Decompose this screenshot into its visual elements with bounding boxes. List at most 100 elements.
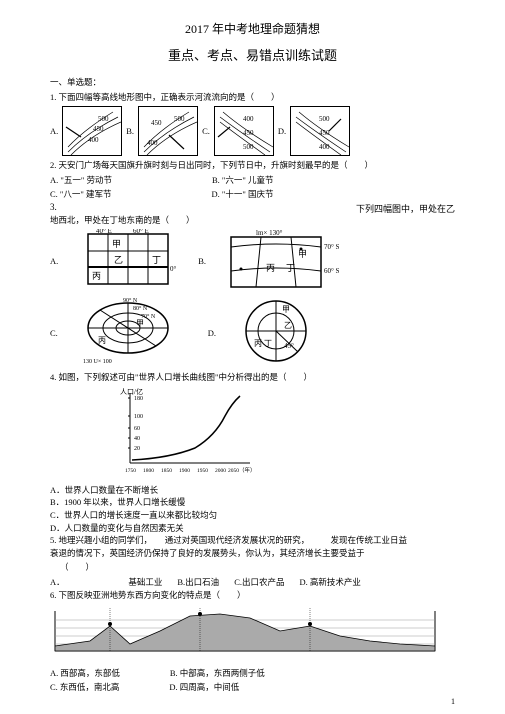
q5-opt-c: C.出口农产品 (234, 576, 284, 588)
q3-stem-b: 下列四幅图中，甲处在乙 (356, 202, 455, 215)
svg-text:400: 400 (147, 139, 158, 147)
svg-text:60: 60 (134, 426, 140, 432)
svg-text:450: 450 (93, 125, 104, 133)
q4-opt-a: A．世界人口数量在不断增长 (50, 484, 455, 497)
q3-diagram-c: 90° N 80° N 70° N 甲 丙 130 U× 100 (78, 298, 188, 368)
q4-stem: 4. 如图，下列叙述可由"世界人口增长曲线图"中分析得出的是（ ） (50, 372, 455, 384)
q1-stem: 1. 下面四幅等高线地形图中，正确表示河流流向的是（ ） (50, 92, 455, 104)
svg-text:0°: 0° (170, 265, 177, 273)
q5-opt-a: A． 基础工业 (50, 576, 162, 588)
svg-text:500: 500 (243, 143, 254, 151)
q4-opt-b: B．1900 年以来，世界人口增长缓慢 (50, 496, 455, 509)
q2-opt-a: A. "五一" 劳动节 (50, 174, 112, 186)
svg-text:1950: 1950 (197, 468, 208, 474)
svg-text:丙: 丙 (92, 271, 101, 281)
svg-text:丁: 丁 (152, 255, 161, 265)
svg-text:40° E: 40° E (96, 229, 112, 235)
q3-label-a: A. (50, 256, 58, 266)
q2-stem: 2. 天安门广场每天国旗升旗时刻与日出同时，下列节日中，升旗时刻最早的是（ ） (50, 160, 455, 172)
q3-label-b: B. (198, 256, 206, 266)
q2-opt-d: D. "十一" 国庆节 (212, 188, 274, 200)
svg-text:2000: 2000 (215, 468, 226, 474)
svg-text:丙: 丙 (254, 339, 262, 348)
svg-text:450: 450 (243, 129, 254, 137)
svg-text:40: 40 (134, 436, 140, 442)
q1-diagram-b: 500 450 400 (138, 106, 198, 156)
q4-opt-c: C．世界人口的增长速度一直以来都比较均匀 (50, 509, 455, 522)
q1-diagrams: A. 500 450 400 B. 500 450 400 C. 400 (50, 106, 455, 156)
svg-text:1800: 1800 (143, 468, 154, 474)
q3-label-d: D. (208, 328, 216, 338)
q3-stem-a: 3. (50, 202, 57, 215)
q3-row-ab: A. 40° E 60° E 甲 丙 乙 丁 0° B. lm× 130° 70°… (50, 229, 455, 294)
q1-diagram-c: 400 450 500 (214, 106, 274, 156)
svg-text:100: 100 (134, 414, 143, 420)
q6-row1: A. 西部高，东部低 B. 中部高，东西两侧子低 (50, 667, 455, 679)
q5-options: A． 基础工业 B.出口石油 C.出口农产品 D. 高新技术产业 (50, 576, 455, 588)
svg-text:丁: 丁 (264, 339, 272, 348)
q1-label-d: D. (278, 126, 286, 136)
q6-opt-d: D. 四周高，中间低 (169, 681, 239, 693)
svg-text:1900: 1900 (179, 468, 190, 474)
svg-text:45°: 45° (284, 342, 294, 350)
q2-row1: A. "五一" 劳动节 B. "六一" 儿童节 (50, 174, 455, 186)
svg-text:60° E: 60° E (133, 229, 149, 235)
q5-opt-d: D. 高新技术产业 (299, 576, 360, 588)
q2-row2: C. "八一" 建军节 D. "十一" 国庆节 (50, 188, 455, 200)
svg-text:乙: 乙 (114, 255, 123, 265)
svg-text:500: 500 (319, 115, 330, 123)
q5-paren: （ ） (60, 562, 455, 574)
subtitle: 重点、考点、易错点训练试题 (50, 45, 455, 64)
q1-label-b: B. (126, 126, 134, 136)
page-number: 1 (451, 697, 455, 706)
svg-text:20: 20 (134, 446, 140, 452)
svg-text:400: 400 (243, 115, 254, 123)
q5-line1: 5. 地理兴趣小组的同学们， 通过对英国现代经济发展状况的研究， 发现在传统工业… (50, 535, 455, 547)
q3-diagram-d: 甲 乙 丙 45° 丁 (236, 298, 326, 368)
q2-opt-c: C. "八一" 建军节 (50, 188, 112, 200)
svg-text:甲: 甲 (298, 249, 307, 259)
main-title: 2017 年中考地理命题猜想 (50, 20, 455, 37)
q1-diagram-a: 500 450 400 (62, 106, 122, 156)
q6-opt-c: C. 东西低，南北高 (50, 681, 119, 693)
svg-text:甲: 甲 (112, 239, 121, 249)
svg-text:400: 400 (88, 136, 99, 144)
q5-opt-b: B.出口石油 (177, 576, 219, 588)
svg-text:1850: 1850 (161, 468, 172, 474)
q3-diagram-a: 40° E 60° E 甲 丙 乙 丁 0° (78, 229, 178, 294)
q3-stem-c: 地西北，甲处在丁地东南的是（ ） (50, 215, 455, 227)
section-heading: 一、单选题： (50, 76, 455, 88)
q3-stem-row: 3. 下列四幅图中，甲处在乙 (50, 202, 455, 215)
q4-chart: 人口/亿 180 100 60 40 20 1750 1800 1850 190… (110, 388, 455, 480)
q6-stem: 6. 下图反映亚洲地势东西方向变化的特点是（ ） (50, 590, 455, 602)
q6-opt-a: A. 西部高，东部低 (50, 667, 120, 679)
q6-opt-b: B. 中部高，东西两侧子低 (170, 667, 265, 679)
q6-row2: C. 东西低，南北高 D. 四周高，中间低 (50, 681, 455, 693)
svg-text:60° S: 60° S (324, 267, 340, 275)
svg-text:甲: 甲 (282, 305, 290, 314)
svg-text:甲: 甲 (136, 319, 144, 328)
svg-text:丙: 丙 (98, 336, 106, 345)
svg-text:450: 450 (151, 119, 162, 127)
svg-text:70° S: 70° S (324, 243, 340, 251)
svg-text:丁: 丁 (286, 263, 295, 273)
svg-text:90° N: 90° N (123, 298, 138, 304)
svg-text:400: 400 (319, 143, 330, 151)
q3-diagram-b: lm× 130° 70° S 60° S 甲 丙 丁 (226, 229, 346, 294)
q1-diagram-d: 500 450 400 (290, 106, 350, 156)
svg-text:180: 180 (134, 396, 143, 402)
q1-label-a: A. (50, 126, 58, 136)
q4-opt-d: D．人口数量的变化与自然因素无关 (50, 522, 455, 535)
svg-text:80° N: 80° N (133, 305, 148, 312)
q3-row-cd: C. 90° N 80° N 70° N 甲 丙 130 U× 100 D. 甲… (50, 298, 455, 368)
svg-text:1750: 1750 (125, 468, 136, 474)
q2-opt-b: B. "六一" 儿童节 (212, 174, 274, 186)
svg-text:130 U× 100: 130 U× 100 (83, 359, 112, 365)
svg-text:乙: 乙 (284, 321, 292, 330)
q1-label-c: C. (202, 126, 210, 136)
svg-text:lm× 130°: lm× 130° (256, 229, 283, 237)
svg-text:500: 500 (174, 115, 185, 123)
svg-text:人口/亿: 人口/亿 (120, 388, 143, 396)
svg-text:450: 450 (319, 129, 330, 137)
q6-terrain-diagram (50, 606, 455, 663)
